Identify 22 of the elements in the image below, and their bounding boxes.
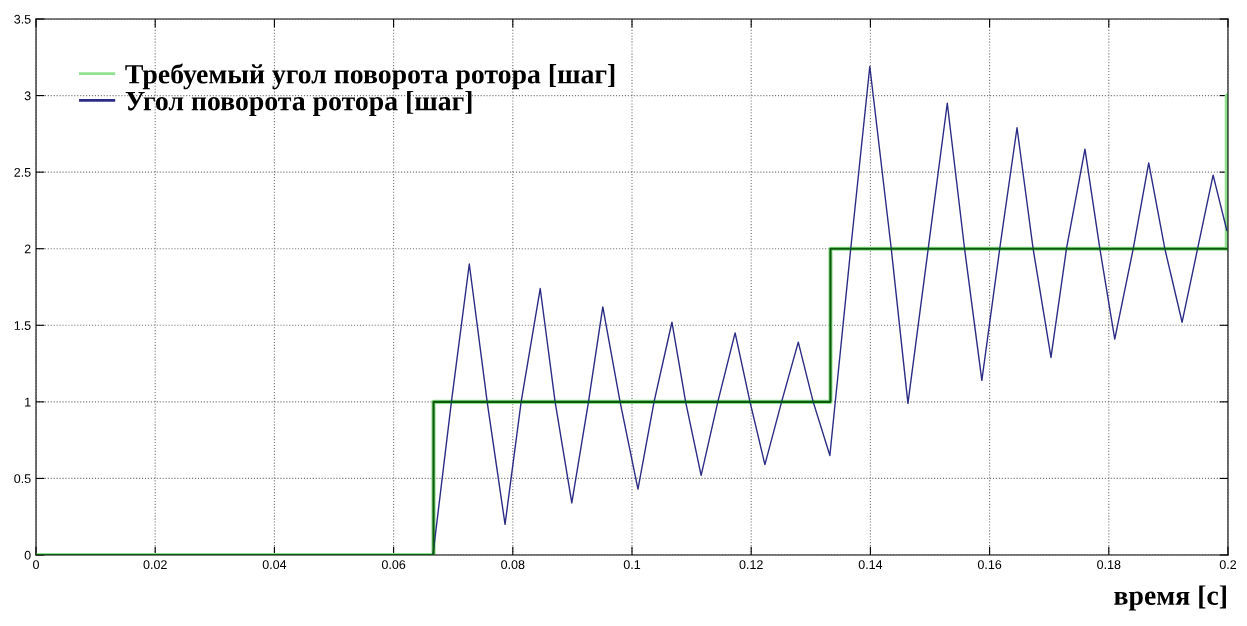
y-tick-label: 0 xyxy=(24,550,31,560)
x-tick-label: 0 xyxy=(33,560,39,570)
x-tick-label: 0.02 xyxy=(143,560,167,570)
y-tick-label: 1.5 xyxy=(14,321,31,330)
y-tick-label: 2 xyxy=(24,244,31,254)
x-tick-label: 0.06 xyxy=(381,560,406,570)
x-tick-label: 0.1 xyxy=(623,560,641,570)
legend-label: Угол поворота ротора [шаг] xyxy=(125,90,472,117)
y-tick-label: 2.5 xyxy=(14,167,31,177)
x-tick-label: 0.14 xyxy=(858,560,883,570)
x-tick-label: 0.12 xyxy=(739,560,763,570)
x-tick-label: 0.18 xyxy=(1097,560,1121,570)
x-axis-title: время [с] xyxy=(1114,585,1226,611)
y-tick-label: 3 xyxy=(24,91,31,101)
x-tick-label: 0.04 xyxy=(262,560,287,570)
y-tick-label: 3.5 xyxy=(14,14,31,24)
x-tick-label: 0.08 xyxy=(501,560,525,570)
y-tick-label: 0.5 xyxy=(14,474,31,484)
x-tick-label: 0.16 xyxy=(977,560,1002,570)
x-tick-label: 0.2 xyxy=(1219,560,1237,570)
y-tick-label: 1 xyxy=(25,397,31,407)
legend-label: Требуемый угол поворота ротора [шаг] xyxy=(125,63,615,90)
